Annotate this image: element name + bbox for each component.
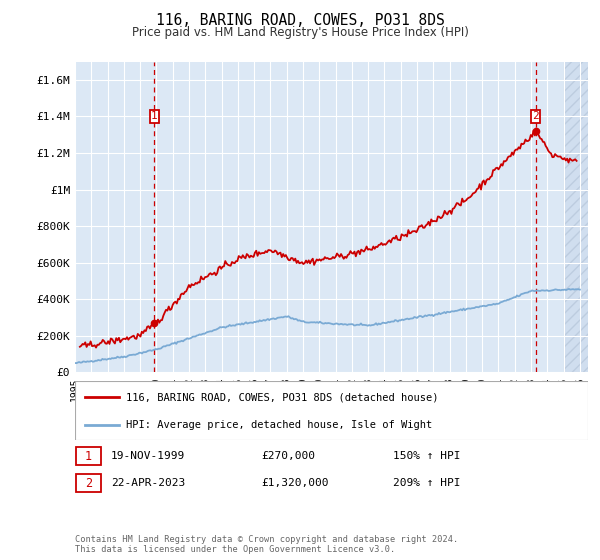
Text: Price paid vs. HM Land Registry's House Price Index (HPI): Price paid vs. HM Land Registry's House … (131, 26, 469, 39)
Text: 116, BARING ROAD, COWES, PO31 8DS: 116, BARING ROAD, COWES, PO31 8DS (155, 13, 445, 28)
Bar (563, 62, 596, 372)
Text: 1: 1 (85, 450, 92, 463)
FancyBboxPatch shape (75, 381, 588, 440)
Text: 19-NOV-1999: 19-NOV-1999 (111, 451, 185, 461)
Bar (563, 62, 596, 372)
Text: 150% ↑ HPI: 150% ↑ HPI (393, 451, 461, 461)
Text: £1,320,000: £1,320,000 (261, 478, 329, 488)
FancyBboxPatch shape (76, 447, 101, 465)
Text: Contains HM Land Registry data © Crown copyright and database right 2024.
This d: Contains HM Land Registry data © Crown c… (75, 535, 458, 554)
Text: 22-APR-2023: 22-APR-2023 (111, 478, 185, 488)
Text: 2: 2 (533, 111, 539, 122)
Text: 116, BARING ROAD, COWES, PO31 8DS (detached house): 116, BARING ROAD, COWES, PO31 8DS (detac… (127, 392, 439, 402)
Text: £270,000: £270,000 (261, 451, 315, 461)
FancyBboxPatch shape (150, 110, 159, 123)
Text: 209% ↑ HPI: 209% ↑ HPI (393, 478, 461, 488)
Text: 2: 2 (85, 477, 92, 490)
FancyBboxPatch shape (76, 474, 101, 492)
Text: 1: 1 (151, 111, 158, 122)
FancyBboxPatch shape (532, 110, 541, 123)
Text: HPI: Average price, detached house, Isle of Wight: HPI: Average price, detached house, Isle… (127, 420, 433, 430)
